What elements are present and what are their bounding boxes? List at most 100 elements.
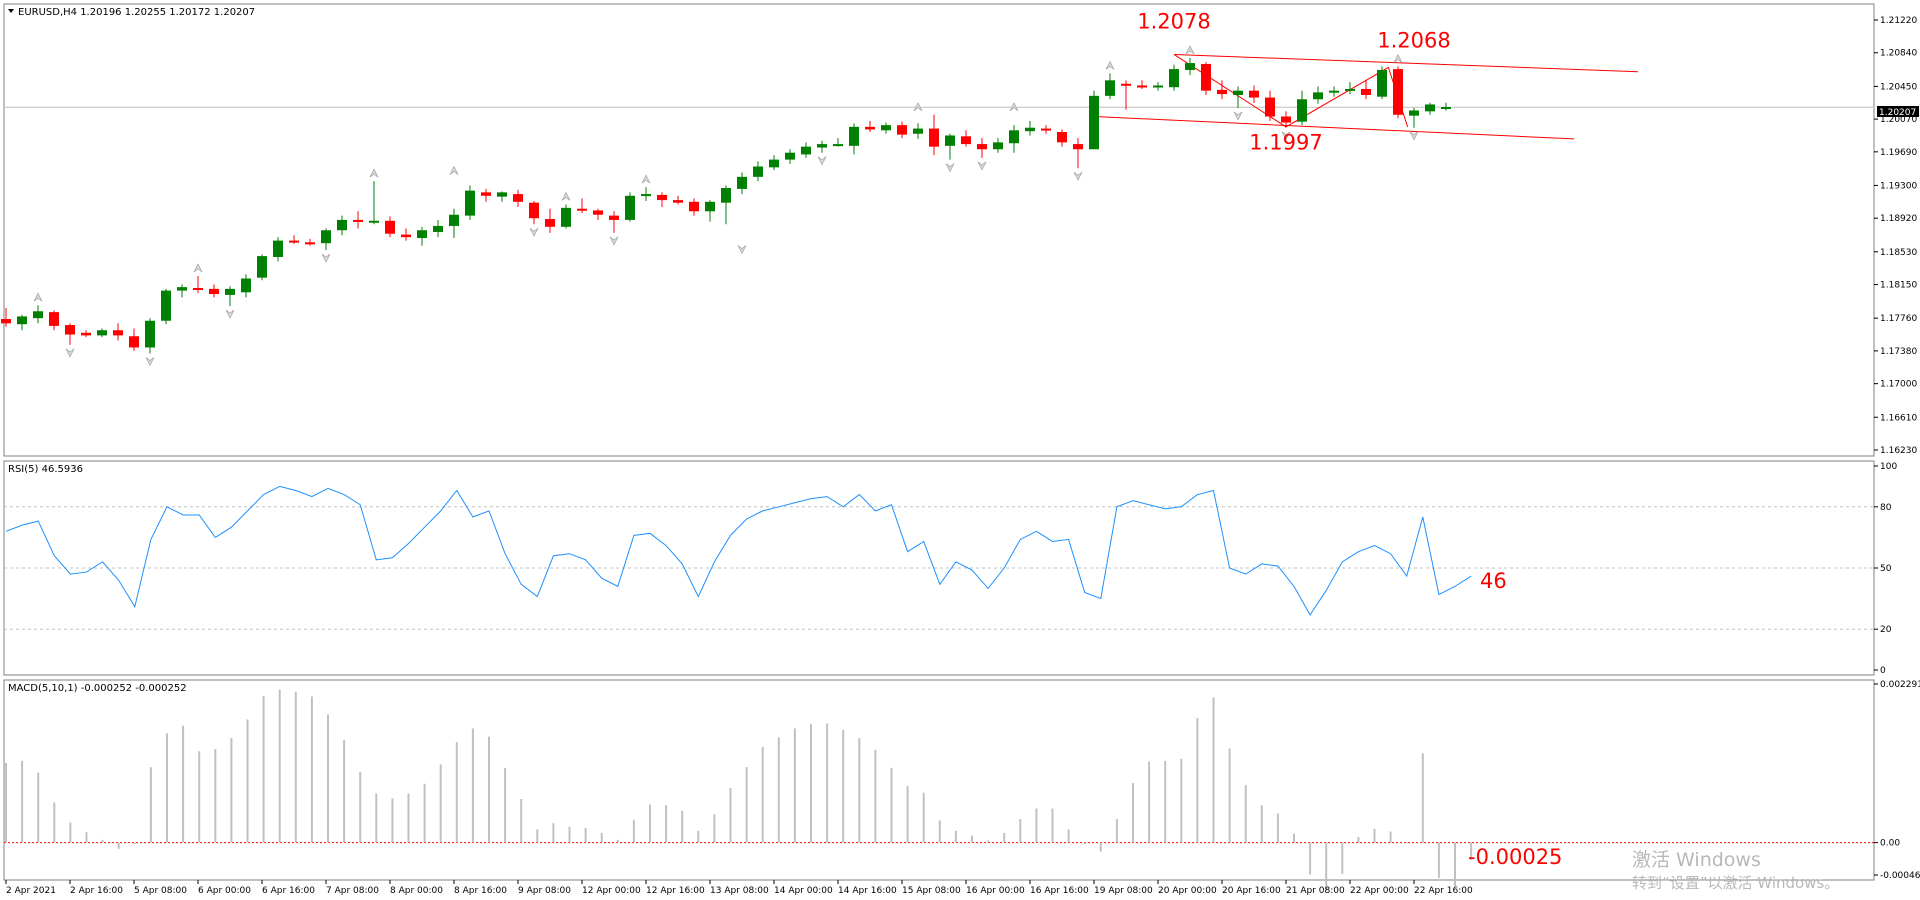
fractal-up-arrow bbox=[913, 102, 923, 112]
candle-bull bbox=[257, 256, 267, 278]
fractal-down-arrow bbox=[225, 309, 235, 319]
macd-panel-frame[interactable] bbox=[3, 679, 1875, 881]
candle-bull bbox=[1329, 90, 1339, 93]
rsi-annotation: 46 bbox=[1480, 569, 1507, 593]
candle-bull bbox=[945, 135, 955, 146]
time-axis-label: 15 Apr 08:00 bbox=[902, 886, 961, 896]
candle-bear bbox=[305, 242, 315, 245]
time-axis-label: 20 Apr 16:00 bbox=[1222, 886, 1281, 896]
candle-bull bbox=[785, 152, 795, 160]
time-axis-label: 8 Apr 16:00 bbox=[454, 886, 507, 896]
fractal-up-arrow bbox=[369, 168, 379, 178]
price-axis-label: 1.17380 bbox=[1880, 347, 1917, 357]
price-axis-label: 1.17000 bbox=[1880, 380, 1917, 390]
candle-bull bbox=[833, 144, 843, 147]
candle-bull bbox=[1233, 90, 1243, 95]
price-annotation: 1.1997 bbox=[1249, 130, 1322, 154]
candle-bull bbox=[817, 144, 827, 148]
candle-bear bbox=[689, 201, 699, 212]
chart-menu-triangle-icon[interactable] bbox=[8, 9, 14, 13]
time-axis-label: 19 Apr 08:00 bbox=[1094, 886, 1153, 896]
channel-line bbox=[1173, 53, 1639, 73]
candle-bull bbox=[1009, 130, 1019, 144]
fractal-down-arrow bbox=[1409, 131, 1419, 141]
time-axis-label: 8 Apr 00:00 bbox=[390, 886, 443, 896]
macd-annotation: -0.00025 bbox=[1468, 845, 1562, 869]
candle-bear bbox=[209, 288, 219, 295]
candle-bear bbox=[1361, 88, 1371, 95]
price-axis-label: 1.20450 bbox=[1880, 82, 1917, 92]
rsi-axis-label: 50 bbox=[1880, 564, 1892, 574]
candle-bull bbox=[993, 142, 1003, 150]
time-axis-label: 12 Apr 16:00 bbox=[646, 886, 705, 896]
rsi-line bbox=[5, 485, 1472, 616]
candle-bull bbox=[1313, 92, 1323, 100]
macd-indicator: 0.002291 0.00 -0.000468 -0.00025 bbox=[4, 680, 1920, 891]
fractal-down-arrow bbox=[737, 245, 747, 255]
candle-bull bbox=[1409, 110, 1419, 116]
candle-bear bbox=[353, 219, 363, 222]
candle-bear bbox=[673, 200, 683, 203]
candle-bear bbox=[529, 202, 539, 219]
fractal-down-arrow bbox=[65, 348, 75, 358]
candle-bear bbox=[65, 325, 75, 335]
candle-bull bbox=[1377, 69, 1387, 97]
time-axis-label: 2 Apr 16:00 bbox=[70, 886, 123, 896]
time-axis-label: 14 Apr 00:00 bbox=[774, 886, 833, 896]
rsi-indicator: 100 80 50 20 0 46 bbox=[4, 462, 1897, 676]
time-axis-label: 5 Apr 08:00 bbox=[134, 886, 187, 896]
price-annotation: 1.2078 bbox=[1137, 10, 1210, 34]
time-axis-label: 6 Apr 16:00 bbox=[262, 886, 315, 896]
candlesticks bbox=[1, 57, 1451, 354]
price-panel-frame[interactable] bbox=[3, 3, 1875, 457]
fractal-down-arrow bbox=[817, 156, 827, 166]
price-annotations: 1.2078 1.2068 1.1997 bbox=[1137, 10, 1450, 155]
fractal-up-arrow bbox=[561, 191, 571, 201]
time-axis: 2 Apr 2021 2 Apr 16:00 5 Apr 08:00 6 Apr 00… bbox=[5, 880, 1473, 896]
channel-line bbox=[1093, 116, 1575, 140]
candle-bear bbox=[609, 215, 619, 220]
price-axis-label: 1.18920 bbox=[1880, 214, 1917, 224]
price-axis-label: 1.20070 bbox=[1880, 115, 1917, 125]
candle-bull bbox=[1105, 80, 1115, 96]
price-axis-label: 1.18150 bbox=[1880, 281, 1917, 291]
candle-bear bbox=[385, 220, 395, 234]
price-axis: 1.21220 1.20840 1.20450 1.20070 1.19690 1.193… bbox=[1874, 16, 1917, 456]
candle-bull bbox=[1425, 104, 1435, 112]
rsi-panel-frame[interactable] bbox=[3, 460, 1875, 676]
fractal-down-arrow bbox=[321, 253, 331, 263]
candle-bull bbox=[1025, 127, 1035, 132]
macd-axis-label: 0.002291 bbox=[1880, 680, 1920, 690]
candle-bear bbox=[401, 234, 411, 238]
candle-bear bbox=[1041, 128, 1051, 131]
candle-bear bbox=[289, 240, 299, 243]
time-axis-label: 22 Apr 16:00 bbox=[1414, 886, 1473, 896]
time-axis-label: 9 Apr 08:00 bbox=[518, 886, 571, 896]
price-axis-label: 1.20840 bbox=[1880, 49, 1917, 59]
candle-bear bbox=[1, 319, 11, 324]
candle-bull bbox=[465, 190, 475, 216]
current-price-label: 1.20207 bbox=[1879, 108, 1916, 118]
fractal-up-arrow bbox=[1105, 60, 1115, 70]
fractal-down-arrow bbox=[145, 357, 155, 367]
candle-bear bbox=[1281, 116, 1291, 123]
windows-activation-hint: 转到“设置”以激活 Windows。 bbox=[1632, 874, 1839, 892]
candle-bull bbox=[145, 320, 155, 348]
candle-bear bbox=[577, 208, 587, 211]
candle-bull bbox=[849, 126, 859, 146]
candle-bear bbox=[81, 332, 91, 336]
candle-bear bbox=[977, 144, 987, 150]
candle-bull bbox=[417, 230, 427, 239]
price-axis-label: 1.16610 bbox=[1880, 413, 1917, 423]
price-panel-title: EURUSD,H4 1.20196 1.20255 1.20172 1.2020… bbox=[18, 7, 255, 18]
candle-bear bbox=[1121, 83, 1131, 86]
candle-bull bbox=[97, 330, 107, 336]
candle-bull bbox=[1297, 99, 1307, 122]
rsi-axis-label: 80 bbox=[1880, 503, 1892, 513]
candle-bull bbox=[369, 220, 379, 223]
candle-bull bbox=[161, 290, 171, 321]
candle-bear bbox=[1217, 89, 1227, 95]
candle-bull bbox=[177, 287, 187, 291]
candle-bull bbox=[625, 195, 635, 220]
